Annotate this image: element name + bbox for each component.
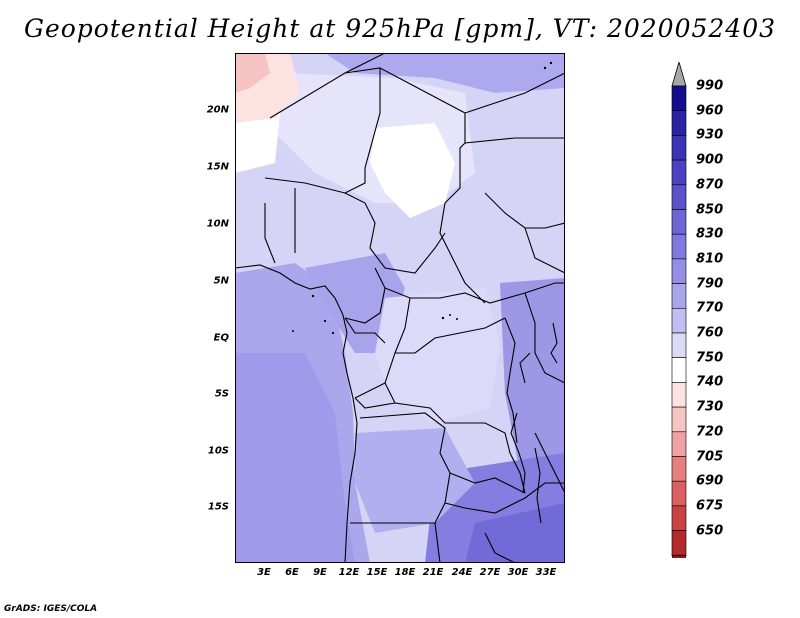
- lon-label-21e: 21E: [422, 567, 444, 578]
- lat-label-10n: 10N: [206, 218, 229, 230]
- colorbar-swatch: [671, 159, 687, 186]
- colorbar-swatch: [671, 505, 687, 531]
- colorbar-swatch: [671, 209, 687, 235]
- map-panel[interactable]: [235, 53, 565, 563]
- colorbar-level-label: 810: [696, 251, 724, 267]
- lon-label-12e: 12E: [338, 567, 360, 578]
- field-white-sahara: [370, 123, 455, 218]
- colorbar-level-label: 740: [696, 374, 724, 390]
- colorbar-level-label: 930: [696, 127, 724, 143]
- coastal-details: [292, 61, 553, 335]
- colorbar-level-label: 760: [696, 325, 724, 341]
- colorbar-level-label: 900: [696, 152, 724, 168]
- colorbar-level-label: 730: [696, 399, 724, 415]
- colorbar-level-label: 705: [696, 449, 724, 464]
- colorbar-level-label: 990: [696, 78, 724, 94]
- colorbar-swatch: [671, 406, 687, 433]
- lat-label-10s: 10S: [207, 445, 229, 457]
- colorbar-swatch: [671, 283, 687, 309]
- field-ocean-west-2: [235, 353, 355, 563]
- map-svg: [235, 53, 565, 563]
- colorbar-swatch: [671, 258, 687, 284]
- colorbar-level-label: 750: [696, 350, 724, 366]
- colorbar: [668, 60, 692, 581]
- lon-label-33e: 33E: [535, 567, 557, 578]
- colorbar-top-arrow: [671, 60, 687, 87]
- colorbar-level-label: 790: [696, 276, 724, 292]
- colorbar-level-label: 650: [696, 523, 724, 539]
- lon-label-9e: 9E: [313, 567, 327, 578]
- colorbar-level-label: 675: [696, 498, 724, 514]
- colorbar-bottom-arrow: [671, 554, 687, 581]
- colorbar-swatch: [671, 382, 687, 408]
- lon-label-15e: 15E: [366, 567, 388, 578]
- lon-label-27e: 27E: [479, 567, 501, 578]
- colorbar-swatch: [671, 456, 687, 482]
- lon-label-30e: 30E: [507, 567, 529, 578]
- lon-label-18e: 18E: [394, 567, 416, 578]
- field-angola: [355, 428, 475, 533]
- lat-label-15n: 15N: [206, 161, 229, 173]
- colorbar-level-label: 690: [696, 473, 724, 489]
- colorbar-level-label: 830: [696, 226, 724, 242]
- colorbar-swatch: [671, 308, 687, 334]
- country-borders: [235, 53, 565, 563]
- lat-label-20n: 20N: [206, 104, 229, 116]
- map-title: Geopotential Height at 925hPa [gpm], VT:…: [23, 14, 777, 43]
- colorbar-level-label: 770: [696, 300, 724, 316]
- colorbar-swatch: [671, 357, 687, 383]
- colorbar-swatch: [671, 135, 687, 161]
- lat-label-15s: 15S: [207, 501, 229, 513]
- lon-label-6e: 6E: [285, 567, 299, 578]
- field-north-strip: [325, 53, 565, 93]
- colorbar-level-label: 870: [696, 177, 724, 193]
- colorbar-swatch: [671, 480, 687, 507]
- field-pink-nw-2: [235, 53, 270, 93]
- colorbar-svg: [671, 60, 687, 581]
- lat-label-5s: 5S: [214, 388, 229, 400]
- lon-label-3e: 3E: [257, 567, 271, 578]
- colorbar-swatch: [671, 332, 687, 359]
- colorbar-swatch: [671, 530, 687, 556]
- colorbar-level-label: 960: [696, 103, 724, 119]
- lat-label-5n: 5N: [213, 275, 229, 287]
- colorbar-swatch: [671, 184, 687, 210]
- field-white-west: [235, 113, 280, 173]
- colorbar-swatch: [671, 110, 687, 136]
- colorbar-level-label: 850: [696, 202, 724, 217]
- colorbar-swatch: [671, 431, 687, 457]
- colorbar-swatch: [671, 85, 687, 112]
- lat-label-eq: EQ: [213, 332, 229, 344]
- lon-label-24e: 24E: [451, 567, 473, 578]
- colorbar-level-label: 720: [696, 424, 724, 440]
- grads-credit: GrADS: IGES/COLA: [4, 604, 98, 614]
- colorbar-swatch: [671, 233, 687, 260]
